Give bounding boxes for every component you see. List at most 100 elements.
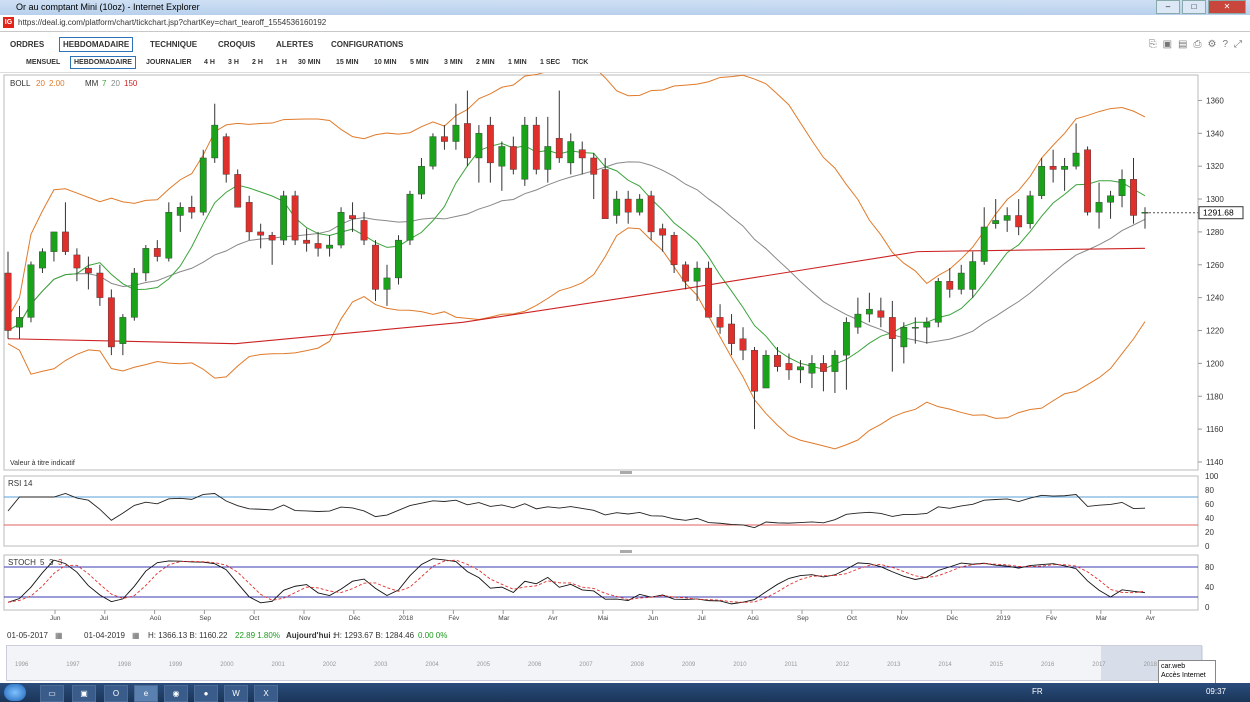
navigator-year: 2000 (220, 662, 234, 668)
candle-body (797, 366, 804, 371)
ie-icon[interactable]: e (134, 685, 158, 702)
menu-alertes[interactable]: ALERTES (276, 40, 314, 49)
candle-body (119, 317, 127, 344)
print-icon[interactable]: ⎙ (1193, 39, 1202, 50)
navigator-year: 2006 (528, 662, 542, 668)
chrome-icon[interactable]: ● (194, 685, 218, 702)
candle-body (567, 141, 575, 164)
candle-body (808, 363, 816, 374)
candle-body (624, 198, 632, 213)
menu-ordres[interactable]: ORDRES (10, 40, 45, 49)
candle-body (509, 146, 517, 170)
candle-body (1003, 215, 1011, 221)
rsi-tick-label: 80 (1205, 486, 1214, 495)
rsi-tick-label: 100 (1205, 472, 1219, 481)
clear-icon[interactable]: ⎘ (1148, 39, 1157, 50)
window-titlebar: Or au comptant Mini (10oz) - Internet Ex… (0, 0, 1250, 15)
date-to[interactable]: 01-04-2019 (84, 631, 125, 640)
candle-body (923, 322, 931, 328)
explorer-icon[interactable]: ▭ (40, 685, 64, 702)
url-text: https://deal.ig.com/platform/chart/tickc… (18, 18, 327, 27)
timeframe-10-min[interactable]: 10 MIN (374, 59, 397, 66)
candle-body (395, 239, 402, 279)
navigator-year: 2008 (630, 662, 644, 668)
calendar-from-icon[interactable]: ▦ (55, 631, 63, 640)
candle-body (1015, 215, 1023, 228)
navigator-year: 2002 (322, 662, 337, 668)
timeframe-hebdomadaire[interactable]: HEBDOMADAIRE (70, 56, 136, 69)
word-icon[interactable]: W (224, 685, 248, 702)
timeframe-mensuel[interactable]: MENSUEL (26, 59, 61, 66)
timeframe-2-h[interactable]: 2 H (252, 59, 263, 66)
candle-body (245, 202, 253, 233)
fullscreen-icon[interactable]: ⤢ (1234, 39, 1242, 50)
x-tick-label: Sep (199, 615, 211, 622)
tooltip-line-2: Accès Internet (1161, 672, 1206, 679)
history-navigator[interactable]: 1996 1997 1998 1999 2000 2001 2002 2003 2004 2005… (6, 645, 1203, 681)
gear-icon[interactable]: ⚙ (1207, 39, 1217, 50)
candle-body (268, 234, 276, 241)
candle-body (475, 133, 483, 159)
timeframe-tick[interactable]: TICK (572, 59, 589, 66)
candle-body (659, 228, 667, 236)
timeframe-3-h[interactable]: 3 H (228, 59, 239, 66)
y-tick-label: 1260 (1206, 261, 1224, 270)
image-icon[interactable]: ▣ (1162, 39, 1173, 50)
candle-body (96, 272, 104, 298)
help-icon[interactable]: ? (1222, 39, 1228, 50)
candle-body (1038, 165, 1046, 196)
timeframe-5-min[interactable]: 5 MIN (410, 59, 429, 66)
timeframe-1-h[interactable]: 1 H (276, 59, 287, 66)
export-icon[interactable]: ▤ (1178, 39, 1188, 50)
ig-app-icon[interactable]: ▣ (72, 685, 96, 702)
clock: 09:37 (1205, 687, 1226, 696)
x-tick-label: Déc (946, 615, 958, 622)
candle-body (670, 234, 678, 265)
candle-body (50, 231, 58, 252)
candle-body (153, 248, 161, 257)
candle-body (107, 297, 115, 348)
firefox-icon[interactable]: ◉ (164, 685, 188, 702)
address-bar[interactable]: IG https://deal.ig.com/platform/chart/ti… (0, 15, 1250, 32)
timeframe-1-sec[interactable]: 1 SEC (540, 59, 561, 66)
excel-icon[interactable]: X (254, 685, 278, 702)
start-button[interactable] (4, 684, 26, 701)
stoch-tick-label: 80 (1205, 563, 1214, 572)
panel-splitter (620, 550, 632, 553)
timeframe-4-h[interactable]: 4 H (204, 59, 215, 66)
timeframe-journalier[interactable]: JOURNALIER (146, 59, 192, 66)
candle-body (705, 267, 712, 318)
candle-body (4, 272, 12, 331)
chart-area[interactable]: 1140 1160 1180 1200 1220 1240 1260 1280 1300 1320… (0, 73, 1250, 629)
x-tick-label: Mar (498, 615, 510, 622)
navigator-year: 2018 (1143, 662, 1157, 668)
stoch-label: STOCH (8, 558, 36, 567)
mm-label: MM (85, 79, 99, 88)
menu-hebdomadaire[interactable]: HEBDOMADAIRE (59, 37, 134, 52)
date-from[interactable]: 01-05-2017 (7, 631, 48, 640)
timeframe-1-min[interactable]: 1 MIN (508, 59, 527, 66)
timeframe-3-min[interactable]: 3 MIN (444, 59, 463, 66)
outlook-icon[interactable]: O (104, 685, 128, 702)
price-box (1198, 206, 1244, 220)
calendar-to-icon[interactable]: ▦ (132, 631, 140, 640)
rsi-tick-label: 40 (1205, 514, 1214, 523)
navigator-year: 2007 (579, 662, 593, 668)
candle-body (349, 215, 356, 219)
y-tick-label: 1360 (1206, 96, 1224, 105)
candle-body (613, 198, 621, 216)
language-indicator[interactable]: FR (1032, 687, 1043, 696)
timeframe-15-min[interactable]: 15 MIN (336, 59, 359, 66)
menu-configurations[interactable]: CONFIGURATIONS (331, 40, 404, 49)
menu-technique[interactable]: TECHNIQUE (150, 40, 198, 49)
timeframe-2-min[interactable]: 2 MIN (476, 59, 495, 66)
candle-body (739, 338, 747, 351)
minimize-button[interactable]: – (1156, 0, 1180, 14)
close-button[interactable]: ✕ (1208, 0, 1246, 14)
timeframe-30-min[interactable]: 30 MIN (298, 59, 321, 66)
navigator-year: 2005 (476, 662, 491, 668)
navigator-year: 2012 (835, 662, 850, 668)
maximize-button[interactable]: □ (1182, 0, 1206, 14)
menu-croquis[interactable]: CROQUIS (218, 40, 256, 49)
today-label: Aujourd'hui : (286, 631, 336, 640)
